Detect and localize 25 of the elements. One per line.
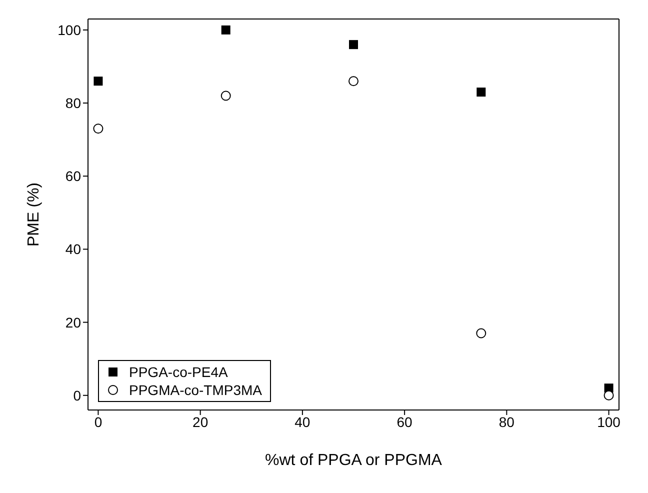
x-axis-title: %wt of PPGA or PPGMA (265, 452, 442, 469)
point (348, 76, 358, 86)
point (94, 76, 103, 86)
point (93, 124, 104, 134)
x-tick-label: 0 (94, 414, 102, 430)
x-tick-label: 40 (294, 414, 310, 430)
x-tick-label: 20 (192, 414, 208, 430)
y-tick-label: 20 (65, 314, 82, 330)
point (604, 390, 614, 400)
x-tick-label: 80 (498, 414, 515, 430)
y-axis-title: PME (%) (26, 182, 43, 246)
legend-label: PPGA-co-PE4A (129, 363, 228, 381)
point (349, 40, 358, 50)
point (220, 90, 231, 101)
point (476, 88, 486, 97)
x-tick-label: 100 (597, 414, 621, 430)
y-tick-label: 0 (73, 387, 82, 404)
x-tick-label: 60 (396, 414, 413, 430)
y-tick-label: 60 (65, 168, 82, 184)
point (476, 328, 486, 338)
point (221, 25, 230, 34)
y-tick-label: 40 (65, 241, 82, 258)
y-tick-label: 80 (65, 95, 82, 112)
y-tick-label: 100 (58, 22, 82, 38)
legend-label: PPGMA-co-TMP3MA (129, 381, 262, 399)
